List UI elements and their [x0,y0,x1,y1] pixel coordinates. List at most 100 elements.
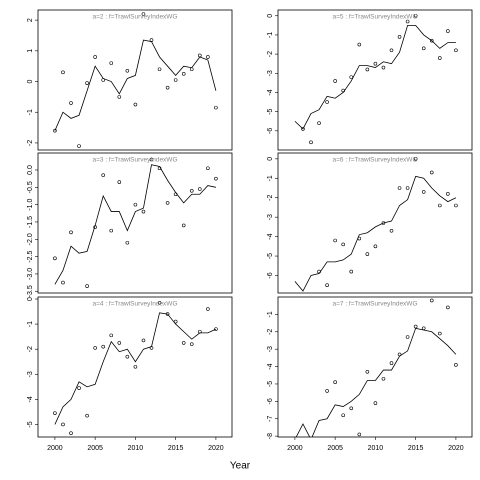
panel-frame [277,152,473,294]
y-tick-label: 1 [27,49,34,53]
x-tick-label: 2000 [47,445,63,452]
line [294,24,456,130]
y-tick-label: 0 [267,14,274,18]
point [93,225,97,229]
panel-title: a=4 : f=TrawlSurveyIndexWG [92,301,177,308]
panel-title: a=7 : f=TrawlSurveyIndexWG [332,301,417,308]
y-tick-label: 0 [27,297,34,301]
y-tick-label: 0 [27,79,34,83]
panel-frame [37,296,233,438]
point [381,65,386,70]
x-tick-label: 2015 [408,445,424,452]
point [173,319,178,324]
point [181,223,186,228]
point [165,201,170,205]
point [53,256,57,261]
point [214,327,218,331]
y-tick-label: -6 [267,272,274,278]
line [294,175,457,292]
x-axis-label: Year [230,461,251,472]
point [206,55,210,59]
plot-area [53,300,218,436]
point [389,228,394,233]
point [421,326,426,331]
point [309,140,313,145]
point [429,170,434,175]
x-tick-label: 2000 [287,445,303,452]
point [157,166,162,171]
point [446,29,450,33]
point [413,157,418,161]
y-tick-label: -2.0 [27,233,34,245]
y-tick-label: -4 [267,89,274,95]
panel-frame [277,9,473,151]
y-tick-label: 0.0 [27,165,34,175]
plot-area [53,12,218,148]
point [157,300,162,305]
point [413,324,418,329]
y-tick-label: -3 [27,371,34,377]
point [341,88,346,93]
point [341,242,346,247]
line [54,312,217,425]
y-tick-label: -3 [267,214,274,220]
x-tick-label: 2015 [168,445,184,452]
point [373,61,378,66]
panel-title: a=3 : f=TrawlSurveyIndexWG [92,157,177,164]
point [77,144,81,148]
point [381,376,386,381]
point [189,188,194,193]
line [295,327,457,437]
point [349,269,354,274]
point [133,102,138,107]
point [317,269,321,274]
point [421,190,426,194]
point [109,228,114,233]
point [133,364,138,369]
point [109,61,114,65]
point [93,346,97,350]
point [341,413,346,418]
point [157,67,162,72]
point [125,68,130,73]
x-tick-label: 2005 [327,445,343,452]
point [61,70,65,75]
point [141,338,146,343]
point [173,78,178,82]
point [149,38,154,42]
point [438,331,442,336]
point [69,230,73,235]
x-tick-label: 2020 [448,445,464,452]
y-tick-label: -4 [267,363,274,369]
point [189,342,194,346]
point [429,298,434,303]
panel-title: a=5 : f=TrawlSurveyIndexWG [332,14,417,21]
point [357,42,362,47]
y-tick-label: -4 [27,396,34,402]
point [61,280,65,285]
point [125,240,130,245]
point [69,101,73,105]
point [373,244,378,249]
y-tick-label: -1 [267,175,274,181]
y-tick-label: -5 [267,381,274,387]
point [53,128,57,133]
point [101,344,106,349]
y-tick-label: -5 [267,108,274,114]
line [54,39,217,131]
point [301,127,305,131]
point [93,55,97,59]
y-tick-label: -3.5 [27,285,34,297]
point [405,335,410,339]
y-tick-label: -3.0 [27,268,34,280]
panel-title: a=2 : f=TrawlSurveyIndexWG [92,14,177,21]
y-tick-label: -2 [267,51,274,57]
point [198,187,202,191]
point [77,386,81,390]
point [317,121,321,125]
point [85,81,89,85]
y-tick-label: -3 [267,346,274,352]
point [405,186,410,190]
point [85,413,89,418]
x-tick-label: 2010 [368,445,384,452]
